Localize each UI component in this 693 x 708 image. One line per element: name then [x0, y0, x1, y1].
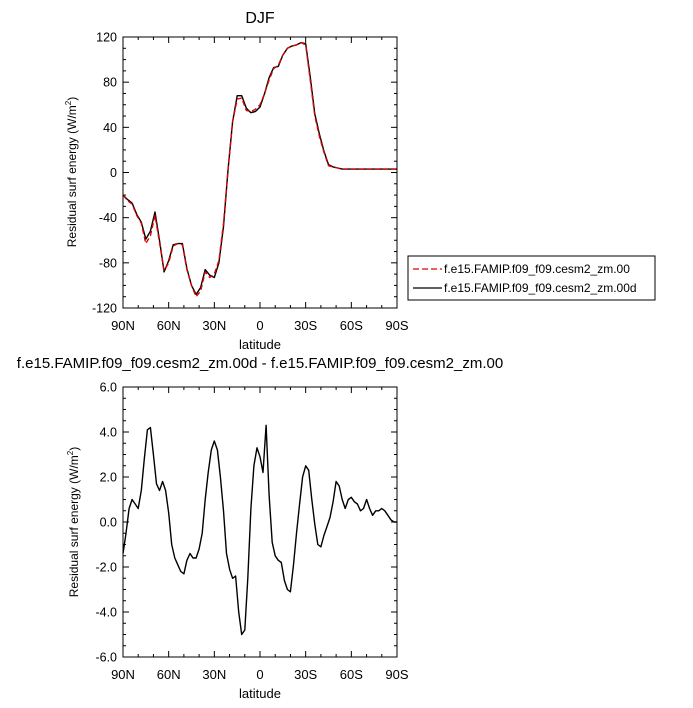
y-tick-label: 4.0	[100, 426, 117, 440]
x-tick-label: 30N	[202, 318, 226, 333]
y-tick-label: 120	[96, 31, 117, 45]
y-tick-label: 0	[110, 166, 117, 180]
x-tick-label: 90N	[111, 318, 135, 333]
y-tick-label: -80	[99, 256, 117, 270]
series-line-1-0	[122, 424, 397, 636]
y-tick-label: -40	[99, 211, 117, 225]
top-axis-ticks: 90N 60N 30N 0 30S 60S 90S -120 -80 -40 0 40 80 120	[92, 31, 409, 334]
x-tick-label: 30N	[202, 667, 226, 682]
top-series-group	[122, 41, 397, 298]
y-tick-label: 2.0	[100, 471, 117, 485]
bottom-panel: f.e15.FAMIP.f09_f09.cesm2_zm.00d - f.e15…	[17, 355, 503, 701]
x-tick-label: 90N	[111, 667, 135, 682]
bottom-x-axis-label: latitude	[239, 686, 281, 701]
x-tick-label: 60N	[157, 667, 181, 682]
bottom-y-axis-label-main: Residual surf energy (W/m	[67, 455, 81, 597]
legend-box	[407, 255, 656, 301]
legend: f.e15.FAMIP.f09_f09.cesm2_zm.00 f.e15.FA…	[407, 255, 656, 301]
y-tick-label: 6.0	[100, 381, 117, 395]
top-y-axis-label-sup: 2	[64, 100, 73, 105]
bottom-chart-title: f.e15.FAMIP.f09_f09.cesm2_zm.00d - f.e15…	[17, 355, 503, 372]
y-tick-label: 40	[103, 121, 117, 135]
bottom-y-axis-label: Residual surf energy (W/m2)	[66, 447, 81, 598]
top-y-axis-label: Residual surf energy (W/m2)	[64, 97, 79, 248]
legend-label-00d: f.e15.FAMIP.f09_f09.cesm2_zm.00d	[444, 281, 637, 295]
series-line-0-1	[122, 41, 397, 296]
y-tick-label: 0.0	[100, 516, 117, 530]
bottom-plot-frame	[122, 386, 398, 658]
bottom-series-group	[122, 424, 397, 636]
y-tick-label: 80	[103, 76, 117, 90]
x-tick-label: 60S	[340, 667, 363, 682]
x-tick-label: 30S	[294, 667, 317, 682]
top-x-axis-label: latitude	[239, 337, 281, 352]
x-tick-label: 90S	[385, 667, 408, 682]
top-y-axis-label-close: )	[65, 97, 79, 101]
top-panel: DJF 90N 60N 30N 0 30S 60S 90S -120 -80 -40 0 40 80 12…	[64, 10, 409, 352]
series-line-0-0	[122, 41, 397, 298]
x-tick-label: 60S	[340, 318, 363, 333]
x-tick-label: 60N	[157, 318, 181, 333]
x-tick-label: 30S	[294, 318, 317, 333]
bottom-y-axis-label-close: )	[67, 447, 81, 451]
x-tick-label: 90S	[385, 318, 408, 333]
bottom-y-axis-label-sup: 2	[66, 450, 75, 455]
top-chart-title: DJF	[245, 10, 275, 27]
x-tick-label: 0	[256, 667, 263, 682]
bottom-axis-ticks: 90N 60N 30N 0 30S 60S 90S -6.0 -4.0 -2.0 0.0 2.0 4.0…	[95, 381, 408, 683]
y-tick-label: -120	[92, 302, 117, 316]
x-tick-label: 0	[256, 318, 263, 333]
y-tick-label: -6.0	[95, 651, 117, 665]
top-y-axis-label-main: Residual surf energy (W/m	[65, 105, 79, 247]
y-tick-label: -4.0	[95, 606, 117, 620]
legend-label-00: f.e15.FAMIP.f09_f09.cesm2_zm.00	[444, 262, 630, 276]
y-tick-label: -2.0	[95, 561, 117, 575]
